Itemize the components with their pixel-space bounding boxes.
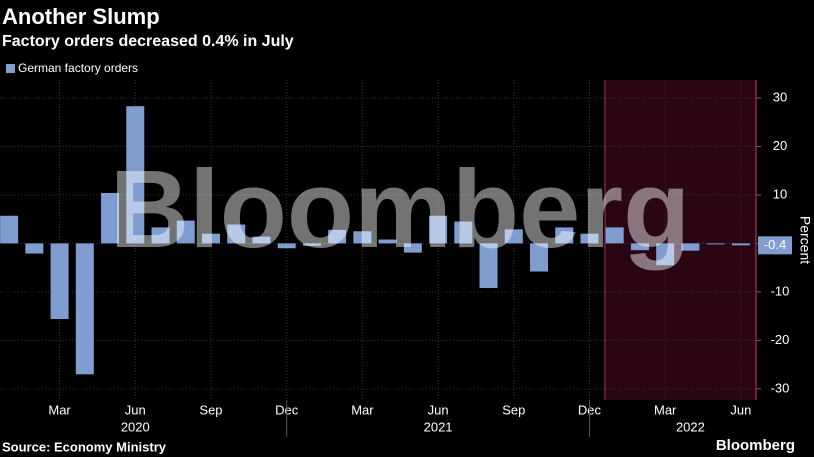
bar — [201, 233, 220, 244]
y-tick-label: 20 — [773, 138, 787, 153]
x-tick-label: Mar — [351, 402, 374, 417]
y-axis-title: Percent — [797, 216, 813, 264]
bar — [252, 236, 271, 244]
bar — [0, 215, 19, 244]
x-tick-label: Jun — [730, 402, 751, 417]
bar — [227, 224, 246, 244]
bar — [328, 229, 347, 244]
bar — [681, 243, 700, 251]
source: Source: Economy Ministry — [2, 439, 167, 454]
shaded-period — [605, 80, 756, 400]
bar — [706, 243, 725, 245]
bar — [580, 233, 599, 244]
bar — [378, 239, 397, 244]
bar — [277, 243, 296, 249]
bar — [302, 243, 321, 246]
bar — [530, 243, 549, 272]
bar — [454, 221, 473, 244]
x-tick-label: Jun — [125, 402, 146, 417]
bar — [151, 227, 170, 244]
bar — [353, 231, 372, 244]
x-tick-label: Mar — [48, 402, 71, 417]
bar — [605, 227, 624, 244]
x-tick-label: Jun — [428, 402, 449, 417]
bar — [101, 192, 120, 244]
bar — [555, 227, 574, 244]
legend-swatch — [6, 64, 15, 73]
chart-title: Another Slump — [2, 4, 160, 29]
legend-label: German factory orders — [18, 61, 138, 75]
last-value-label: -0.4 — [764, 237, 786, 252]
bar — [75, 243, 94, 375]
x-tick-label: Mar — [654, 402, 677, 417]
x-year-label: 2022 — [676, 419, 705, 434]
chart-subtitle: Factory orders decreased 0.4% in July — [2, 33, 294, 50]
y-tick-label: 10 — [773, 186, 787, 201]
y-tick-label: -10 — [771, 283, 790, 298]
last-value-box — [758, 236, 792, 255]
brand-logo: Bloomberg — [716, 437, 795, 454]
y-tick-label: 30 — [773, 89, 787, 104]
bar — [25, 243, 44, 254]
bar — [126, 106, 145, 244]
bar — [504, 229, 523, 244]
watermark: Bloomberg — [110, 148, 691, 271]
bar — [429, 215, 448, 244]
y-tick-label: -30 — [771, 380, 790, 395]
x-tick-label: Sep — [502, 402, 525, 417]
bar — [403, 243, 422, 253]
y-tick-label: -20 — [771, 332, 790, 347]
x-year-label: 2020 — [121, 419, 150, 434]
bar — [731, 243, 750, 246]
x-year-label: 2021 — [424, 419, 453, 434]
bar — [176, 220, 195, 244]
bar — [479, 243, 498, 288]
bar — [656, 243, 675, 266]
bar — [50, 243, 69, 320]
x-tick-label: Sep — [199, 402, 222, 417]
bar — [630, 243, 649, 251]
